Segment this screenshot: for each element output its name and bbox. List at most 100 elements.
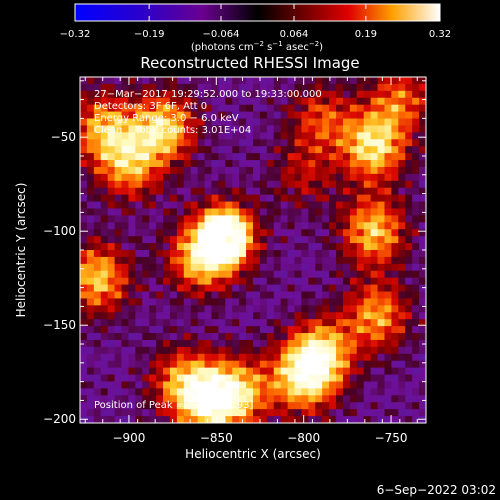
heatmap-cell xyxy=(315,319,323,327)
heatmap-cell xyxy=(135,201,143,209)
heatmap-cell xyxy=(142,374,150,382)
heatmap-cell xyxy=(86,90,95,99)
heatmap-cell xyxy=(163,160,171,168)
heatmap-cell xyxy=(190,139,199,147)
heatmap-cell xyxy=(336,374,344,382)
heatmap-cell xyxy=(259,291,268,299)
heatmap-cell xyxy=(336,132,344,140)
heatmap-cell xyxy=(149,77,157,85)
heatmap-cell xyxy=(294,353,302,362)
heatmap-cell xyxy=(363,194,372,203)
heatmap-cell xyxy=(93,166,102,175)
heatmap-cell xyxy=(183,416,192,423)
heatmap-cell xyxy=(419,284,426,293)
heatmap-cell xyxy=(86,153,95,161)
heatmap-cell xyxy=(163,395,171,403)
heatmap-cell xyxy=(176,243,185,251)
heatmap-cell xyxy=(294,256,302,265)
heatmap-cell xyxy=(169,312,178,320)
heatmap-cell xyxy=(93,298,102,306)
heatmap-cell xyxy=(259,104,268,113)
heatmap-cell xyxy=(218,291,226,299)
heatmap-cell xyxy=(225,277,233,286)
heatmap-cell xyxy=(93,353,102,362)
heatmap-cell xyxy=(163,194,171,203)
heatmap-cell xyxy=(176,319,185,327)
heatmap-cell xyxy=(398,173,406,182)
heatmap-cell xyxy=(246,118,254,126)
heatmap-cell xyxy=(412,250,420,258)
heatmap-cell xyxy=(329,146,337,154)
heatmap-cell xyxy=(356,125,365,133)
heatmap-cell xyxy=(156,367,164,376)
heatmap-cell xyxy=(370,270,379,279)
heatmap-cell xyxy=(225,166,233,175)
heatmap-cell xyxy=(163,215,171,223)
heatmap-cell xyxy=(232,374,240,382)
heatmap-cell xyxy=(377,367,385,376)
heatmap-cell xyxy=(370,305,379,313)
heatmap-cell xyxy=(253,104,261,113)
heatmap-cell xyxy=(86,256,95,265)
colorbar-ticks: −0.32 −0.19 −0.064 0.064 0.19 0.32 xyxy=(60,4,451,40)
heatmap-cell xyxy=(156,187,164,196)
heatmap-cell xyxy=(163,132,171,140)
heatmap-cell xyxy=(80,319,88,327)
heatmap-cell xyxy=(190,346,199,355)
heatmap-cell xyxy=(322,187,330,196)
heatmap-cell xyxy=(156,353,164,362)
heatmap-cell xyxy=(163,388,171,396)
heatmap-cell xyxy=(294,229,302,237)
heatmap-cell xyxy=(204,201,212,209)
heatmap-cell xyxy=(218,395,226,403)
heatmap-cell xyxy=(114,263,123,272)
heatmap-cell xyxy=(273,111,282,120)
heatmap-cell xyxy=(294,277,302,286)
heatmap-cell xyxy=(315,256,323,265)
heatmap-cell xyxy=(149,187,157,196)
heatmap-cell xyxy=(253,409,261,417)
heatmap-cell xyxy=(370,173,379,182)
heatmap-cell xyxy=(356,229,365,237)
heatmap-cell xyxy=(253,381,261,389)
heatmap-cell xyxy=(183,77,192,85)
heatmap-cell xyxy=(377,229,385,237)
heatmap-cell xyxy=(342,339,351,348)
heatmap-cell xyxy=(336,250,344,258)
heatmap-cell xyxy=(163,166,171,175)
heatmap-cell xyxy=(169,243,178,251)
heatmap-cell xyxy=(363,118,372,126)
heatmap-cell xyxy=(190,298,199,306)
heatmap-cell xyxy=(211,333,219,341)
heatmap-cell xyxy=(363,277,372,286)
heatmap-cell xyxy=(149,312,157,320)
heatmap-cell xyxy=(412,312,420,320)
heatmap-cell xyxy=(391,263,399,272)
heatmap-cell xyxy=(156,201,164,209)
heatmap-cell xyxy=(190,104,199,113)
heatmap-cell xyxy=(204,215,212,223)
heatmap-cell xyxy=(100,208,109,216)
heatmap-cell xyxy=(349,298,358,306)
heatmap-cell xyxy=(301,215,309,223)
heatmap-cell xyxy=(239,360,247,369)
heatmap-cell xyxy=(342,374,351,382)
heatmap-cell xyxy=(342,173,351,182)
heatmap-cell xyxy=(315,104,323,113)
heatmap-cell xyxy=(86,104,95,113)
heatmap-cell xyxy=(280,416,289,423)
heatmap-cell xyxy=(107,395,116,403)
heatmap-cell xyxy=(287,416,296,423)
heatmap-cell xyxy=(384,367,392,376)
heatmap-cell xyxy=(204,353,212,362)
heatmap-cell xyxy=(128,83,136,92)
heatmap-cell xyxy=(363,187,372,196)
heatmap-cell xyxy=(183,111,192,120)
heatmap-cell xyxy=(239,229,247,237)
heatmap-cell xyxy=(391,305,399,313)
heatmap-cell xyxy=(342,333,351,341)
heatmap-cell xyxy=(377,201,385,209)
heatmap-cell xyxy=(204,339,212,348)
heatmap-cell xyxy=(336,153,344,161)
heatmap-cell xyxy=(273,402,282,410)
